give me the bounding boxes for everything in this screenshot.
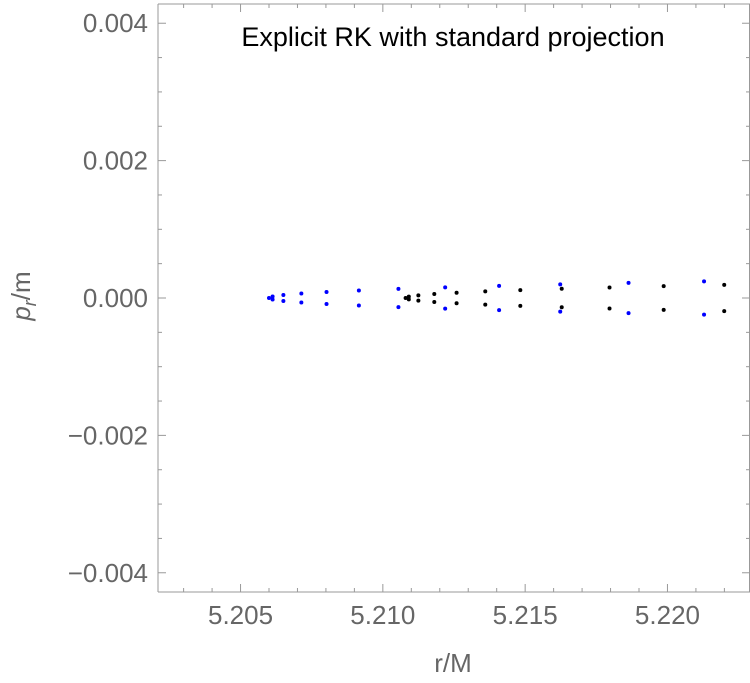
y-axis-title-group: pr/m bbox=[6, 271, 40, 321]
y-tick-label: −0.004 bbox=[68, 558, 148, 588]
x-tick-label: 5.210 bbox=[350, 600, 415, 630]
data-point bbox=[559, 305, 564, 310]
data-point bbox=[497, 308, 502, 313]
data-point bbox=[396, 286, 401, 291]
plot-annotation: Explicit RK with standard projection bbox=[241, 22, 664, 52]
y-tick-label: 0.002 bbox=[83, 146, 148, 176]
data-point bbox=[626, 280, 631, 285]
y-tick-label: −0.002 bbox=[68, 420, 148, 450]
ticks-layer: 5.205 5.210 5.215 5.220 −0.004 −0.002 0.000 0.0… bbox=[68, 4, 750, 630]
data-point bbox=[722, 282, 727, 287]
data-point bbox=[281, 299, 286, 304]
series-1 bbox=[403, 282, 727, 314]
data-point bbox=[518, 303, 523, 308]
x-tick-label: 5.215 bbox=[493, 600, 558, 630]
data-point bbox=[559, 286, 564, 291]
data-point bbox=[443, 285, 448, 290]
data-point bbox=[722, 309, 727, 314]
data-point bbox=[299, 291, 304, 296]
data-point bbox=[661, 284, 666, 289]
data-point bbox=[396, 305, 401, 310]
data-point bbox=[416, 293, 421, 298]
data-point bbox=[497, 283, 502, 288]
data-point bbox=[607, 306, 612, 311]
data-point bbox=[626, 311, 631, 316]
y-tick-label: 0.000 bbox=[83, 283, 148, 313]
y-axis-title-unit: /m bbox=[6, 271, 36, 300]
data-point bbox=[454, 301, 459, 306]
y-tick-label: 0.004 bbox=[83, 8, 148, 38]
data-point bbox=[483, 302, 488, 307]
series-layer bbox=[267, 279, 727, 317]
data-point bbox=[270, 297, 275, 302]
data-point bbox=[356, 288, 361, 293]
series-0 bbox=[267, 279, 707, 317]
data-point bbox=[702, 312, 707, 317]
data-point bbox=[416, 298, 421, 303]
x-tick-label: 5.205 bbox=[208, 600, 273, 630]
data-point bbox=[324, 289, 329, 294]
data-point bbox=[558, 282, 563, 287]
data-point bbox=[299, 300, 304, 305]
y-axis-title-sub: r bbox=[20, 299, 40, 306]
data-point bbox=[454, 290, 459, 295]
data-point bbox=[406, 294, 411, 299]
data-point bbox=[661, 307, 666, 312]
data-point bbox=[281, 292, 286, 297]
x-axis-title: r/M bbox=[434, 648, 472, 678]
data-point bbox=[324, 302, 329, 307]
data-point bbox=[356, 303, 361, 308]
data-point bbox=[558, 309, 563, 314]
y-axis-title: pr/m bbox=[6, 271, 40, 321]
x-tick-label: 5.220 bbox=[635, 600, 700, 630]
data-point bbox=[432, 292, 437, 297]
data-point bbox=[443, 306, 448, 311]
data-point bbox=[607, 285, 612, 290]
data-point bbox=[702, 279, 707, 284]
data-point bbox=[518, 288, 523, 293]
data-point bbox=[267, 296, 271, 300]
data-point bbox=[403, 296, 408, 300]
y-axis-title-var: p bbox=[6, 306, 36, 321]
data-point bbox=[270, 294, 275, 299]
data-point bbox=[432, 299, 437, 304]
data-point bbox=[483, 289, 488, 294]
